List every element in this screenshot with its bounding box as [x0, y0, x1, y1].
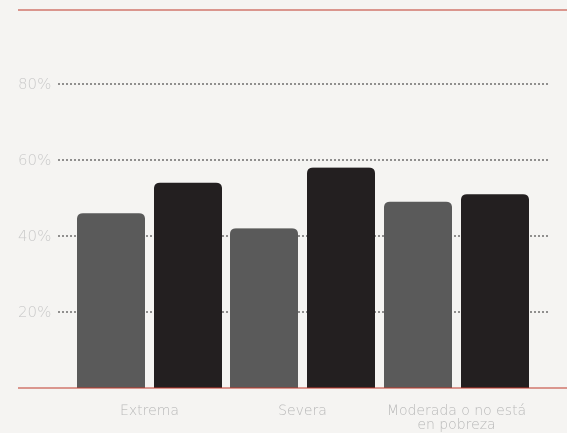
bar-series2	[461, 194, 529, 388]
category-labels: Extrema Severa Moderada o no está en pobrez…	[120, 403, 526, 433]
bars	[77, 167, 529, 388]
category-label: Moderada o no está en pobreza	[387, 403, 526, 433]
y-tick-label: 20%	[18, 303, 51, 321]
bar-series1	[77, 213, 145, 388]
y-tick-label: 80%	[18, 75, 51, 93]
bar-series1	[230, 228, 298, 388]
bar-series2	[307, 167, 375, 388]
bar-series2	[154, 182, 222, 388]
category-label: Severa	[278, 403, 327, 419]
bar-series1	[384, 201, 452, 388]
category-label: Extrema	[120, 403, 179, 419]
y-tick-label: 40%	[18, 227, 51, 245]
y-tick-label: 60%	[18, 151, 51, 169]
